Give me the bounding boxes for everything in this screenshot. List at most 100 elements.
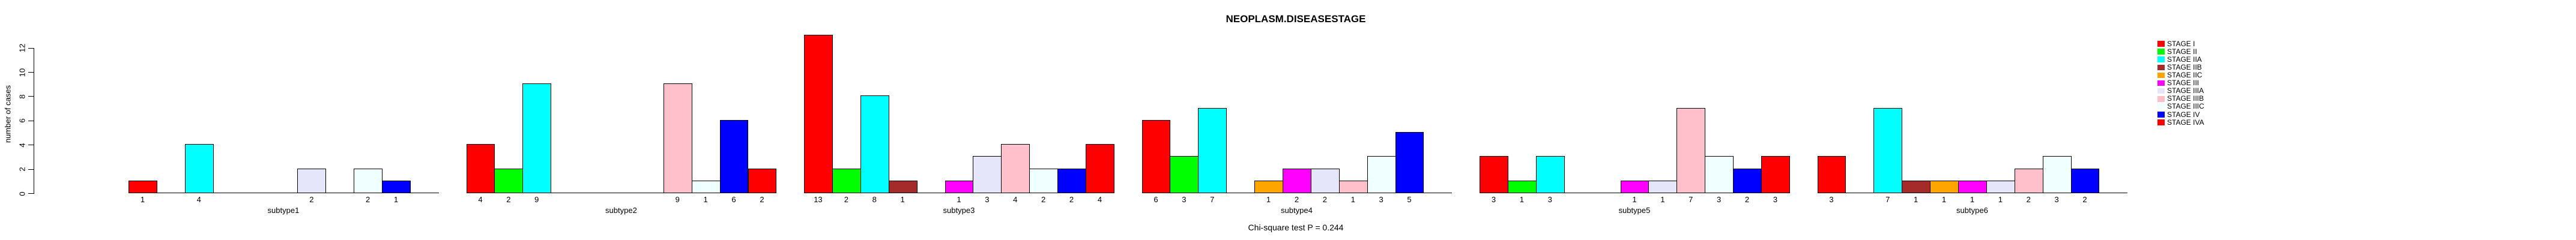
bar-value-label: 4 [1097, 195, 1102, 204]
legend-item: STAGE IVA [2157, 118, 2204, 127]
bar-stage-ii [1507, 180, 1537, 193]
bar-value-label: 1 [1941, 195, 1947, 204]
bar-value-label: 1 [703, 195, 708, 204]
bar-stage-iia [1198, 107, 1227, 193]
bar-value-label: 2 [1041, 195, 1046, 204]
bar-stage-iia [1535, 156, 1565, 193]
bar-stage-iv [719, 119, 749, 193]
legend-label: STAGE IIIB [2167, 94, 2204, 103]
legend-item: STAGE I [2157, 40, 2195, 48]
legend-label: STAGE IIIC [2167, 102, 2204, 111]
bar-stage-iiia [973, 156, 1002, 193]
bar-value-label: 2 [2026, 195, 2031, 204]
bar-stage-iiic [1029, 168, 1059, 193]
bar-stage-iia [184, 144, 214, 193]
y-axis-tick-label: 2 [17, 167, 27, 172]
bar-value-label: 4 [478, 195, 483, 204]
bar-value-label: 1 [900, 195, 905, 204]
legend-item: STAGE IIIB [2157, 95, 2204, 103]
bar-stage-iva [1086, 144, 1114, 193]
y-axis-tick-label: 0 [17, 191, 27, 196]
chi-square-note: Chi-square test P = 0.244 [1248, 223, 1344, 232]
legend-label: STAGE I [2167, 39, 2195, 48]
legend-item: STAGE IIIA [2157, 87, 2204, 95]
bar-value-label: 3 [1379, 195, 1383, 204]
y-axis-tick-label: 10 [17, 68, 27, 77]
bar-value-label: 8 [872, 195, 877, 204]
bar-stage-iiia [1986, 180, 2015, 193]
x-axis-group-label: subtype2 [605, 206, 637, 215]
legend-label: STAGE IV [2167, 110, 2200, 119]
bar-stage-iiia [1310, 168, 1340, 193]
bar-stage-iiib [663, 83, 692, 193]
y-axis-tick [28, 72, 34, 73]
bar-stage-ii [494, 168, 524, 193]
legend-swatch [2157, 56, 2165, 62]
y-axis-tick-label: 4 [17, 143, 27, 148]
legend-label: STAGE IVA [2167, 118, 2204, 127]
bar-value-label: 4 [1013, 195, 1018, 204]
bar-stage-i [466, 144, 495, 193]
bar-stage-iii [1283, 168, 1311, 193]
bar-stage-iiib [1677, 107, 1706, 193]
bar-value-label: 4 [196, 195, 201, 204]
bar-stage-i [1480, 156, 1508, 193]
bar-stage-iv [1395, 132, 1424, 193]
legend-item: STAGE III [2157, 79, 2199, 87]
bar-stage-iiic [1705, 156, 1734, 193]
bar-stage-iii [945, 180, 974, 193]
legend-swatch [2157, 41, 2165, 47]
bar-value-label: 7 [1885, 195, 1890, 204]
bar-value-label: 7 [1689, 195, 1693, 204]
bar-value-label: 3 [2054, 195, 2059, 204]
legend-label: STAGE IIB [2167, 62, 2202, 71]
bar-value-label: 3 [1491, 195, 1496, 204]
bar-stage-iia [860, 95, 889, 193]
bar-value-label: 2 [844, 195, 848, 204]
legend-swatch [2157, 72, 2165, 79]
bar-stage-iv [382, 180, 411, 193]
legend-label: STAGE IIA [2167, 55, 2202, 64]
bar-value-label: 3 [1773, 195, 1778, 204]
legend-swatch [2157, 64, 2165, 71]
bar-stage-iiia [297, 168, 327, 193]
bar-value-label: 1 [957, 195, 961, 204]
bar-value-label: 1 [1970, 195, 1975, 204]
bar-value-label: 3 [1182, 195, 1187, 204]
bar-stage-ii [832, 168, 861, 193]
legend-item: STAGE II [2157, 47, 2197, 56]
bar-stage-iiic [691, 180, 721, 193]
x-axis-group-label: subtype1 [267, 206, 300, 215]
bar-stage-iib [1902, 180, 1931, 193]
y-axis-tick [28, 96, 34, 97]
bar-stage-iva [748, 168, 777, 193]
bar-value-label: 2 [506, 195, 511, 204]
bar-stage-iiic [1367, 156, 1396, 193]
bar-stage-i [1141, 119, 1171, 193]
bar-stage-iv [1733, 168, 1762, 193]
bar-value-label: 1 [140, 195, 145, 204]
y-axis-label: number of cases [3, 85, 13, 143]
legend-label: STAGE IIIA [2167, 86, 2204, 95]
bar-value-label: 1 [1660, 195, 1665, 204]
y-axis-tick [28, 169, 34, 170]
bar-stage-iii [1958, 180, 1987, 193]
bar-value-label: 2 [1322, 195, 1327, 204]
bar-stage-ii [1170, 156, 1199, 193]
legend-swatch [2157, 104, 2165, 110]
legend-swatch [2157, 119, 2165, 125]
bar-value-label: 9 [675, 195, 680, 204]
legend-item: STAGE IIC [2157, 71, 2202, 79]
y-axis-tick-label: 6 [17, 118, 27, 123]
bar-value-label: 2 [1069, 195, 1074, 204]
y-axis-tick-label: 8 [17, 94, 27, 99]
x-axis-group-label: subtype5 [1618, 206, 1651, 215]
bar-stage-i [128, 180, 157, 193]
x-axis-group-label: subtype6 [1956, 206, 1988, 215]
bar-stage-iia [522, 83, 552, 193]
bar-stage-iic [1930, 180, 1959, 193]
chart-title: NEOPLASM.DISEASESTAGE [1226, 13, 1366, 25]
bar-stage-iiia [1648, 180, 1678, 193]
bar-stage-i [804, 35, 833, 193]
bar-stage-iva [1761, 156, 1790, 193]
